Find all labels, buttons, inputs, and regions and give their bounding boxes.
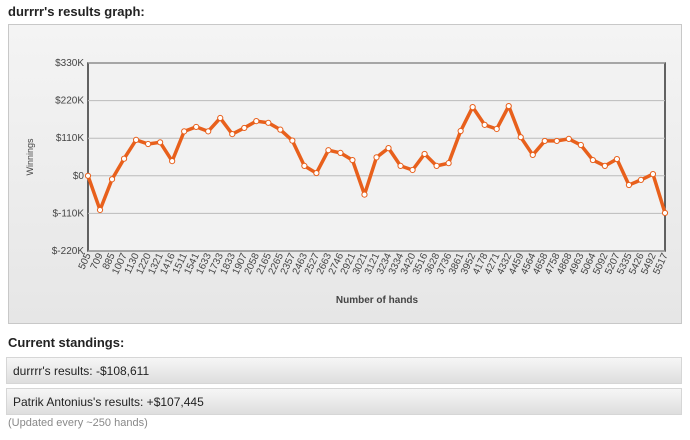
point	[157, 139, 164, 146]
point	[205, 128, 212, 135]
chart: Winnings Number of hands $-220K $-110K $0 $…	[25, 58, 671, 306]
point	[145, 140, 152, 148]
y-tick-label: $-110K	[52, 208, 84, 219]
point	[349, 156, 356, 164]
graph-heading: durrrr's results graph:	[8, 4, 145, 19]
point	[132, 136, 140, 144]
standing-row: durrrr's results: -$108,611	[6, 357, 682, 384]
point	[541, 137, 548, 145]
point	[108, 176, 116, 183]
point	[613, 155, 621, 163]
point	[217, 114, 224, 122]
point	[625, 181, 633, 189]
point	[421, 150, 428, 158]
point	[637, 176, 645, 184]
y-tick-label: $220K	[55, 96, 84, 107]
update-note: (Updated every ~250 hands)	[8, 417, 148, 429]
point	[193, 123, 200, 131]
point	[337, 149, 344, 156]
point	[517, 134, 524, 141]
point	[481, 121, 488, 128]
point	[565, 135, 572, 142]
point	[361, 191, 368, 198]
point	[457, 127, 464, 135]
point	[289, 137, 296, 144]
y-axis-label: Winnings	[25, 138, 35, 176]
point	[96, 206, 104, 214]
point	[229, 130, 236, 138]
point	[661, 209, 669, 217]
point	[373, 154, 380, 161]
standing-row: Patrik Antonius's results: +$107,445	[6, 388, 682, 415]
point	[253, 118, 260, 125]
point	[469, 103, 476, 111]
point	[529, 151, 536, 159]
point	[601, 162, 608, 169]
point	[493, 125, 500, 133]
y-tick-label: $330K	[55, 58, 84, 69]
point	[169, 158, 176, 165]
point	[84, 172, 92, 179]
y-tick-label: $0	[73, 171, 85, 182]
point	[577, 141, 584, 149]
point	[241, 124, 248, 132]
y-tick-label: $110K	[56, 133, 85, 144]
point	[385, 145, 392, 152]
point	[553, 137, 560, 145]
point	[265, 119, 272, 126]
point	[277, 126, 284, 133]
point	[313, 169, 320, 177]
point	[120, 155, 128, 162]
point	[589, 156, 596, 164]
y-tick-label: $-220K	[52, 246, 85, 257]
point	[397, 162, 404, 169]
point	[445, 160, 452, 167]
point	[181, 128, 188, 135]
point	[301, 162, 308, 169]
point	[649, 170, 657, 178]
point	[409, 166, 416, 174]
point	[433, 162, 440, 169]
point	[505, 102, 512, 110]
standings-title: Current standings:	[8, 335, 125, 350]
point	[325, 147, 332, 154]
x-axis-label: Number of hands	[336, 295, 419, 306]
